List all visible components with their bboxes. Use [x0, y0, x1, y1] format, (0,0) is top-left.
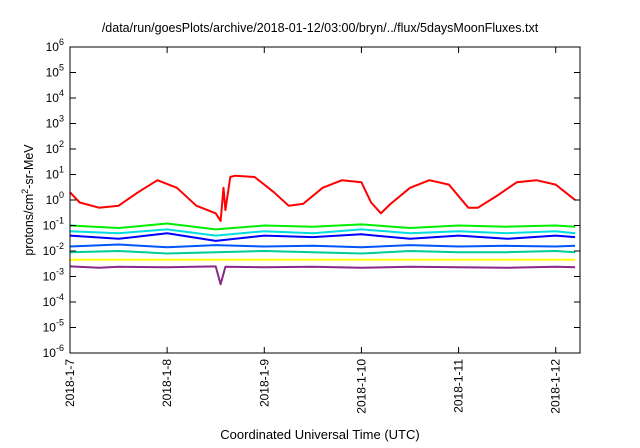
chart-title: /data/run/goesPlots/archive/2018-01-12/0…: [101, 21, 539, 35]
y-tick-label: 102: [46, 139, 64, 156]
series-line-3: [69, 232, 576, 242]
y-tick-label: 103: [46, 114, 64, 131]
plot-frame: [69, 46, 581, 354]
y-tick-label: 10-1: [43, 216, 64, 233]
y-tick-label: 10-2: [43, 241, 64, 258]
series-layer: [69, 174, 576, 286]
series-line-4: [69, 243, 576, 249]
x-tick-label: 2018-1-10: [354, 359, 368, 414]
ticks-layer: 10-6 10-5 10-4 10-3 10-2 10-1 100 101 102 103 104 1…: [43, 37, 580, 414]
x-tick-label: 2018-1-11: [452, 359, 466, 413]
y-tick-label: 10-5: [43, 318, 64, 335]
y-tick-label: 106: [46, 37, 64, 54]
series-line-0: [69, 174, 576, 222]
y-tick-label: 104: [46, 88, 64, 105]
x-axis-title: Coordinated Universal Time (UTC): [220, 427, 420, 442]
y-tick-label: 100: [46, 190, 64, 207]
y-tick-label: 10-4: [43, 292, 64, 309]
series-line-7: [69, 265, 576, 286]
series-line-2: [69, 228, 576, 237]
y-axis-title: protons/cm2-sr-MeV: [20, 144, 36, 256]
y-tick-label: 101: [46, 165, 64, 182]
y-tick-label: 10-6: [43, 343, 64, 360]
x-tick-label: 2018-1-12: [549, 359, 563, 414]
series-line-5: [69, 250, 576, 255]
x-tick-label: 2018-1-9: [257, 359, 271, 407]
series-line-1: [69, 222, 576, 231]
y-tick-label: 10-3: [43, 267, 64, 284]
x-tick-label: 2018-1-8: [160, 359, 174, 407]
x-tick-label: 2018-1-7: [63, 359, 77, 407]
y-tick-label: 105: [46, 63, 64, 80]
